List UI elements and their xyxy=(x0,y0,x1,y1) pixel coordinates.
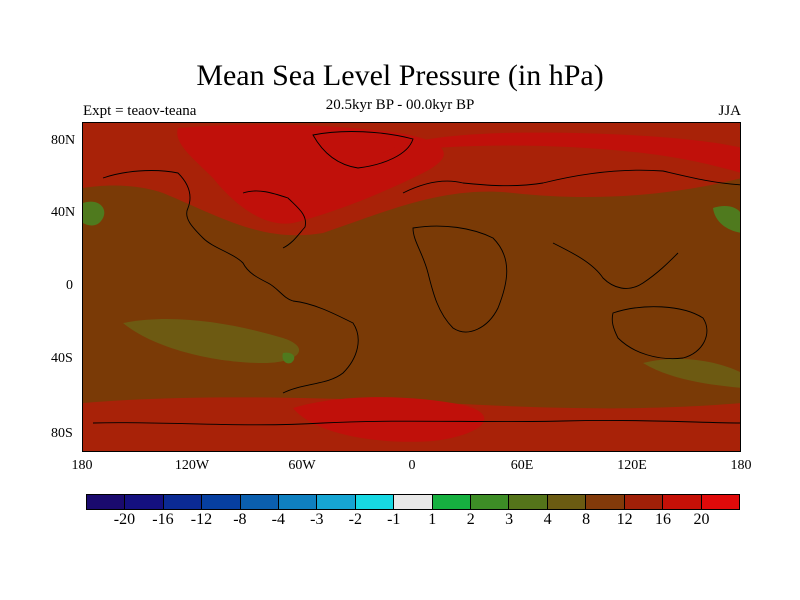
north-america-coast xyxy=(102,170,294,302)
greenland-coast xyxy=(312,131,414,169)
colorbar-swatch xyxy=(355,495,395,509)
latitude-tick-80s: 80S xyxy=(51,426,73,441)
colorbar-swatch xyxy=(202,495,241,509)
south-pacific-region xyxy=(123,318,300,363)
hudson-bay-coast xyxy=(242,190,306,249)
colorbar-label: 20 xyxy=(693,511,710,528)
colorbar xyxy=(86,494,740,510)
colorbar-label: -1 xyxy=(387,511,401,528)
colorbar-label: -12 xyxy=(190,511,213,528)
colorbar-label: -16 xyxy=(152,511,174,528)
colorbar-swatch xyxy=(586,495,625,509)
colorbar-swatch xyxy=(279,495,318,509)
south-america-coast xyxy=(282,300,359,394)
antarctic-high xyxy=(293,397,485,442)
west-pacific-anomaly xyxy=(83,201,105,226)
colorbar-swatch xyxy=(87,495,126,509)
chart-subtitle: 20.5kyr BP - 00.0kyr BP xyxy=(325,97,475,113)
colorbar-swatch xyxy=(701,495,739,509)
colorbar-label: 12 xyxy=(616,511,633,528)
longitude-tick-60e: 60E xyxy=(510,458,534,473)
north-atlantic-high xyxy=(177,124,444,224)
colorbar-label: -8 xyxy=(233,511,247,528)
longitude-tick-180e: 180 xyxy=(730,458,752,473)
colorbar-swatch xyxy=(432,495,472,509)
longitude-tick-120w: 120W xyxy=(174,458,210,473)
east-pacific-anomaly xyxy=(713,206,740,233)
latitude-tick-0: 0 xyxy=(66,278,73,293)
australia-coast xyxy=(611,306,708,360)
colorbar-swatch xyxy=(317,495,356,509)
pressure-map xyxy=(83,123,740,451)
south-atlantic-anomaly xyxy=(282,352,295,364)
colorbar-label: -2 xyxy=(348,511,362,528)
coastlines xyxy=(92,131,740,426)
colorbar-label: -20 xyxy=(113,511,136,528)
latitude-tick-40s: 40S xyxy=(51,351,73,366)
latitude-tick-40n: 40N xyxy=(51,205,76,220)
colorbar-swatch xyxy=(394,495,433,509)
colorbar-label: 2 xyxy=(466,511,475,528)
longitude-tick-60w: 60W xyxy=(288,458,316,473)
colorbar-label: 3 xyxy=(505,511,514,528)
colorbar-swatch xyxy=(663,495,702,509)
antarctica-coast xyxy=(92,419,740,426)
longitude-tick-120e: 120E xyxy=(617,458,647,473)
experiment-label: Expt = teaov-teana xyxy=(83,103,197,119)
colorbar-label: 1 xyxy=(428,511,437,528)
season-label: JJA xyxy=(718,103,741,119)
south-asia-coast xyxy=(552,242,679,289)
colorbar-swatch xyxy=(624,495,664,509)
longitude-tick-0: 0 xyxy=(408,458,416,473)
latitude-tick-80n: 80N xyxy=(51,133,76,148)
colorbar-label: 8 xyxy=(582,511,591,528)
chart-title: Mean Sea Level Pressure (in hPa) xyxy=(196,59,604,92)
africa-coast xyxy=(412,225,508,333)
colorbar-label: 16 xyxy=(655,511,672,528)
eurasian-high xyxy=(383,132,740,173)
colorbar-label: 4 xyxy=(543,511,552,528)
map-frame xyxy=(82,122,741,452)
eurasia-coast xyxy=(402,169,740,194)
colorbar-swatch xyxy=(163,495,203,509)
colorbar-label: -3 xyxy=(310,511,324,528)
colorbar-swatch xyxy=(547,495,587,509)
southern-indian-region xyxy=(643,358,740,388)
colorbar-swatch xyxy=(125,495,164,509)
colorbar-swatch xyxy=(509,495,548,509)
colorbar-swatch xyxy=(471,495,510,509)
colorbar-swatch xyxy=(240,495,280,509)
colorbar-label: -4 xyxy=(271,511,285,528)
longitude-tick-180w: 180 xyxy=(71,458,93,473)
